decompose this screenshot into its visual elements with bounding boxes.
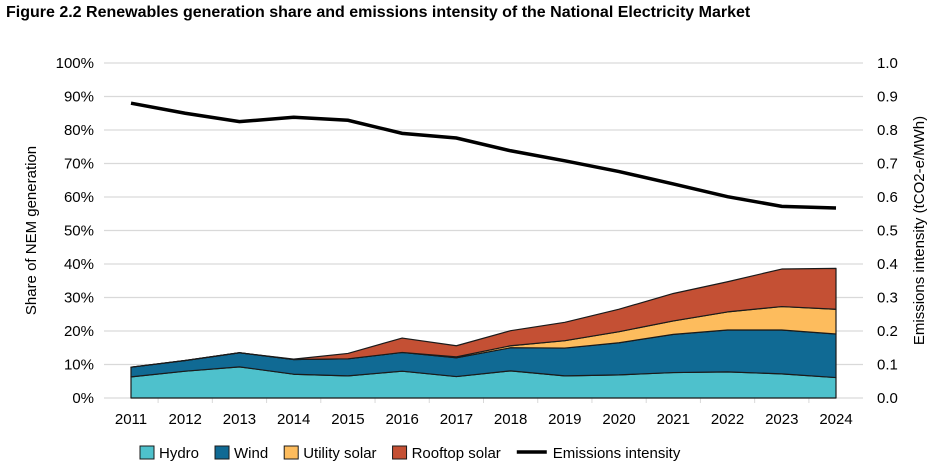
- y2-tick-label: 0.8: [877, 122, 898, 139]
- area-rooftop-solar: [130, 267, 837, 368]
- legend-swatch: [214, 445, 230, 460]
- y-tick-label: 100%: [56, 55, 94, 72]
- y-tick-label: 60%: [64, 189, 94, 206]
- y2-tick-label: 0.0: [877, 390, 898, 407]
- x-tick-label: 2024: [819, 411, 852, 428]
- x-tick-label: 2016: [385, 411, 418, 428]
- legend-swatch: [283, 445, 299, 460]
- y2-tick-label: 0.1: [877, 357, 898, 374]
- y2-tick-label: 0.3: [877, 290, 898, 307]
- y-tick-label: 10%: [64, 357, 94, 374]
- y2-tick-label: 0.4: [877, 256, 898, 273]
- y2-tick-label: 0.9: [877, 89, 898, 106]
- y-tick-label: 50%: [64, 223, 94, 240]
- x-tick-label: 2018: [494, 411, 527, 428]
- y-tick-label: 40%: [64, 256, 94, 273]
- chart-title: Figure 2.2 Renewables generation share a…: [6, 4, 751, 21]
- x-tick-label: 2015: [331, 411, 364, 428]
- y2-axis-label: Emissions intensity (tCO2-e/MWh): [911, 116, 928, 345]
- legend-label: Emissions intensity: [553, 445, 681, 462]
- x-tick-label: 2017: [440, 411, 473, 428]
- x-tick-label: 2012: [169, 411, 202, 428]
- y-tick-label: 0%: [72, 390, 94, 407]
- y-tick-label: 80%: [64, 122, 94, 139]
- x-tick-label: 2011: [115, 411, 147, 428]
- y2-tick-label: 0.2: [877, 323, 898, 340]
- x-tick-label: 2022: [711, 411, 744, 428]
- y-tick-label: 90%: [64, 89, 94, 106]
- y-tick-label: 70%: [64, 156, 94, 173]
- x-tick-label: 2021: [657, 411, 690, 428]
- x-tick-label: 2020: [602, 411, 635, 428]
- legend-label: Wind: [234, 445, 268, 462]
- y2-tick-label: 0.5: [877, 223, 898, 240]
- x-tick-label: 2023: [765, 411, 798, 428]
- legend-label: Utility solar: [303, 445, 376, 462]
- y2-tick-label: 0.6: [877, 189, 898, 206]
- legend-label: Hydro: [159, 445, 199, 462]
- y-tick-label: 20%: [64, 323, 94, 340]
- y-axis-label: Share of NEM generation: [23, 146, 40, 315]
- x-tick-label: 2014: [277, 411, 310, 428]
- y2-tick-label: 1.0: [877, 55, 898, 72]
- x-tick-label: 2013: [223, 411, 256, 428]
- legend-swatch: [392, 445, 408, 460]
- y-tick-label: 30%: [64, 290, 94, 307]
- x-tick-label: 2019: [548, 411, 581, 428]
- legend-swatch: [139, 445, 155, 460]
- line-emissions-intensity: [130, 101, 837, 210]
- legend-label: Rooftop solar: [412, 445, 501, 462]
- y2-tick-label: 0.7: [877, 156, 898, 173]
